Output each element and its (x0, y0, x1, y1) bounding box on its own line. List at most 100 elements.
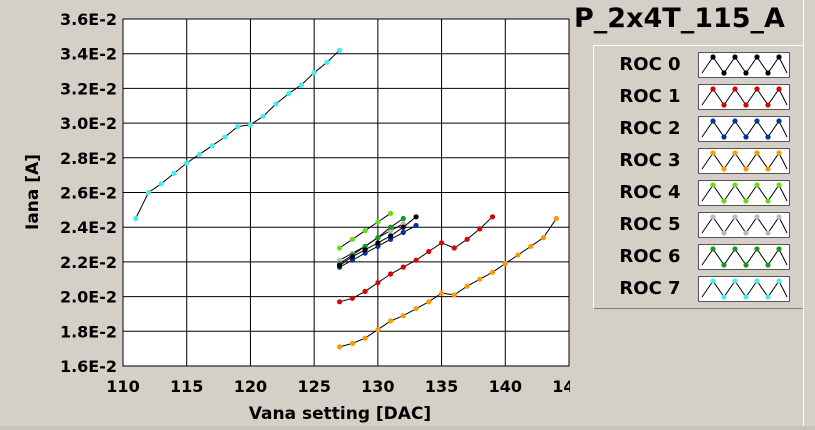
data-point (515, 252, 521, 258)
data-point (196, 151, 203, 157)
legend-swatch-marker (743, 262, 749, 268)
y-tick-label: 1.6E-2 (60, 357, 117, 376)
legend-swatch-marker (776, 214, 782, 220)
legend-swatch-marker (732, 150, 738, 156)
data-point (489, 269, 496, 275)
legend-label: ROC 4 (619, 182, 681, 203)
legend-swatch-marker (710, 86, 716, 92)
legend-swatch-marker (743, 134, 749, 140)
legend-swatch-graphic (701, 150, 788, 172)
data-point (375, 219, 381, 225)
legend-swatch-line (701, 120, 788, 138)
legend-swatch-marker (732, 246, 738, 252)
legend-swatch-marker (765, 102, 771, 108)
y-tick-label: 3.0E-2 (60, 114, 117, 133)
data-point (133, 215, 139, 222)
legend-swatch-line (701, 184, 788, 202)
legend-swatch-line (701, 216, 788, 234)
legend-swatch-marker (710, 118, 716, 124)
legend-swatch-marker (710, 182, 716, 188)
data-point (388, 210, 394, 216)
legend-swatch-marker (765, 198, 771, 204)
data-point (158, 181, 164, 187)
legend-swatch-graphic (701, 246, 788, 268)
legend-swatch-graphic (701, 182, 788, 204)
data-point (553, 215, 559, 222)
legend-swatch-marker (754, 86, 760, 92)
legend-swatch-line (701, 152, 788, 170)
legend-swatch-marker (765, 166, 771, 172)
legend-swatch (698, 148, 790, 174)
data-point (477, 276, 483, 282)
series-roc-4 (337, 210, 394, 251)
data-point (349, 295, 355, 301)
legend-swatch-marker (776, 118, 782, 124)
data-point (247, 122, 253, 128)
data-point (413, 214, 419, 220)
legend-swatch-marker (710, 278, 716, 284)
legend-label: ROC 5 (619, 214, 681, 235)
legend-swatch-marker (765, 294, 771, 300)
legend-swatch-marker (776, 182, 782, 188)
legend-swatch-marker (765, 134, 771, 140)
legend-item: ROC 0 (594, 50, 804, 78)
data-point (362, 288, 368, 294)
axes: 110 115 120 125 130 135 140 1451.6E-21.8E-22.0E… (60, 10, 586, 396)
data-point (222, 134, 228, 140)
legend: ROC 0 ROC 1 ROC 2 ROC 3 ROC 4 ROC 5 ROC 6 ROC 7 (593, 45, 805, 309)
data-point (337, 245, 343, 251)
legend-swatch-marker (776, 278, 782, 284)
legend-swatch (698, 212, 790, 238)
data-point (464, 236, 470, 242)
legend-swatch-line (701, 248, 788, 266)
legend-swatch-marker (754, 182, 760, 188)
legend-swatch-marker (732, 54, 738, 60)
legend-swatch (698, 276, 790, 302)
data-point (375, 240, 381, 246)
legend-swatch-marker (721, 230, 727, 236)
x-tick-label: 130 (361, 377, 394, 396)
legend-label: ROC 0 (619, 54, 681, 75)
legend-swatch (698, 180, 790, 206)
y-tick-label: 2.6E-2 (60, 184, 117, 203)
legend-swatch-graphic (701, 118, 788, 140)
legend-swatch (698, 244, 790, 270)
legend-swatch (698, 84, 790, 110)
y-tick-label: 3.4E-2 (60, 45, 117, 64)
vertical-scrollbar[interactable] (803, 0, 815, 430)
legend-swatch-marker (721, 262, 727, 268)
legend-swatch-marker (743, 70, 749, 76)
legend-item: ROC 1 (594, 82, 804, 110)
legend-swatch-line (701, 56, 788, 74)
data-point (171, 170, 177, 176)
data-point (400, 229, 406, 235)
legend-swatch-marker (710, 54, 716, 60)
legend-item: ROC 6 (594, 242, 804, 270)
legend-swatch-marker (765, 262, 771, 268)
data-point (375, 280, 381, 286)
series-roc-1 (337, 214, 496, 305)
chart-title: P_2x4T_115_A (574, 3, 785, 34)
legend-swatch-marker (743, 166, 749, 172)
data-point (311, 70, 317, 76)
y-tick-label: 3.2E-2 (60, 79, 117, 98)
data-point (375, 327, 381, 333)
data-point (362, 247, 368, 253)
legend-swatch-graphic (701, 86, 788, 108)
legend-item: ROC 5 (594, 210, 804, 238)
data-point (145, 189, 152, 196)
data-point (464, 283, 470, 289)
data-point (451, 245, 457, 251)
data-point (400, 313, 406, 319)
legend-swatch-marker (765, 70, 771, 76)
legend-swatch-marker (721, 294, 727, 300)
legend-swatch-line (701, 88, 788, 106)
legend-label: ROC 1 (619, 86, 681, 107)
data-point (273, 101, 279, 107)
data-point (235, 124, 241, 130)
bottom-border (0, 426, 815, 430)
x-tick-label: 115 (170, 377, 203, 396)
y-tick-label: 2.0E-2 (60, 288, 117, 307)
x-tick-label: 120 (234, 377, 267, 396)
data-point (375, 235, 381, 241)
